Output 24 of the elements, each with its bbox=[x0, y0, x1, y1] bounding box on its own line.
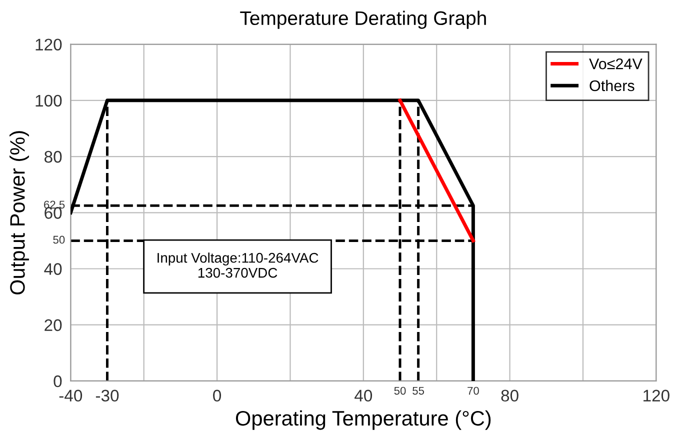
x-tick-label: -40 bbox=[59, 390, 82, 402]
x-tick-label: 40 bbox=[354, 390, 372, 402]
y-tick-label: 120 bbox=[36, 38, 62, 51]
x-tick-label: 120 bbox=[644, 390, 670, 402]
legend-label: Others bbox=[590, 80, 634, 92]
y-tick-label: 20 bbox=[44, 319, 62, 332]
x-tick-label: -30 bbox=[96, 390, 119, 402]
x-tick-label: 0 bbox=[213, 390, 222, 402]
annotation: Input Voltage:110-264VAC 130-370VDC bbox=[158, 252, 318, 278]
annotation: 50 bbox=[394, 386, 406, 395]
y-tick-label: 40 bbox=[44, 263, 62, 275]
chart-title: Temperature Derating Graph bbox=[240, 10, 486, 29]
line-series bbox=[70, 98, 475, 381]
y-axis-title: Output Power (%) bbox=[10, 131, 29, 294]
legend-label: Vo≤24V bbox=[589, 58, 642, 70]
annotation: 50 bbox=[53, 236, 65, 244]
x-tick-label: 80 bbox=[501, 390, 518, 402]
y-tick-label: 100 bbox=[36, 94, 62, 107]
annotation: 55 bbox=[412, 386, 424, 395]
annotation: 70 bbox=[468, 386, 479, 395]
x-axis-title: Operating Temperature (°C) bbox=[236, 410, 491, 430]
y-tick-label: 80 bbox=[44, 150, 62, 163]
y-tick-label: 0 bbox=[54, 375, 62, 388]
y-tick-label: 60 bbox=[44, 207, 62, 219]
